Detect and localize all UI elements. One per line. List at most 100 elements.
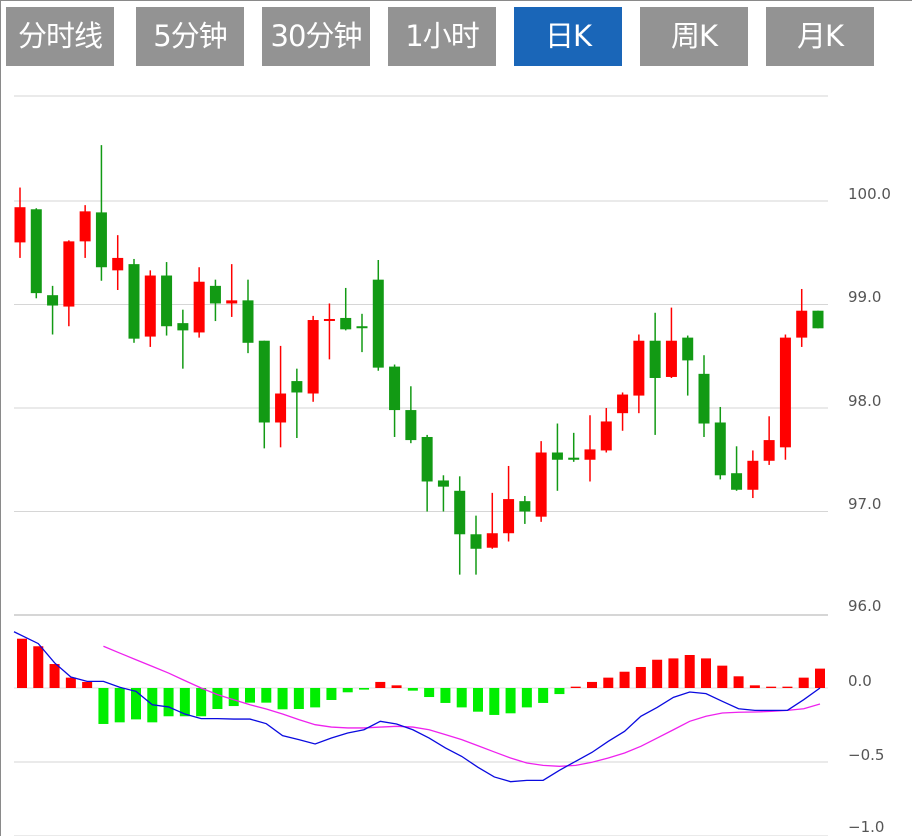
- candle-body: [307, 320, 319, 394]
- macd-bar: [733, 676, 744, 688]
- macd-bar: [701, 658, 711, 688]
- candle: [421, 434, 433, 512]
- candle-body: [796, 310, 808, 338]
- price-tick-label: 100.0: [848, 185, 891, 203]
- macd-bar: [766, 686, 777, 688]
- candle-body: [79, 211, 91, 242]
- tab-30min[interactable]: 30分钟: [262, 7, 370, 66]
- macd-bar: [619, 671, 630, 688]
- macd-bar: [212, 688, 223, 710]
- candle-body: [193, 281, 205, 333]
- candle-body: [161, 275, 173, 327]
- candle-body: [356, 326, 368, 329]
- macd-bar: [196, 688, 207, 717]
- candle-body: [714, 422, 726, 476]
- macd-bar: [391, 685, 402, 688]
- candle-body: [437, 480, 449, 487]
- tab-monthly-k[interactable]: 月K: [766, 7, 874, 66]
- candle: [275, 345, 287, 448]
- candle: [763, 416, 775, 465]
- macd-bar: [554, 688, 565, 695]
- macd-bar: [326, 688, 337, 700]
- candle: [144, 270, 156, 347]
- macd-bar: [489, 688, 500, 715]
- candle: [551, 423, 563, 491]
- candle: [340, 287, 352, 331]
- macd-bar: [521, 688, 532, 708]
- macd-bar: [798, 677, 809, 688]
- candle: [812, 310, 824, 329]
- candle-body: [617, 394, 629, 414]
- macd-bar: [570, 686, 581, 688]
- candle: [714, 406, 726, 480]
- tab-intraday[interactable]: 分时线: [6, 7, 114, 66]
- candle: [258, 340, 270, 449]
- candle-body: [665, 340, 677, 377]
- price-tick-label: 97.0: [848, 495, 881, 513]
- macd-bar: [456, 688, 467, 708]
- candle: [633, 334, 645, 414]
- candle: [535, 441, 547, 522]
- candle-body: [682, 337, 694, 361]
- macd-bar: [782, 686, 793, 688]
- candle: [389, 364, 401, 437]
- candle-body: [372, 279, 384, 368]
- candle: [519, 495, 531, 524]
- candle-body: [112, 257, 124, 271]
- candle: [698, 355, 710, 437]
- y-axis-labels: 100.0 99.0 98.0 97.0 96.0 0.0 −0.5 −1.0: [848, 185, 891, 836]
- macd-bar: [473, 688, 483, 712]
- tab-5min[interactable]: 5分钟: [136, 7, 244, 66]
- candle-body: [519, 501, 531, 512]
- candle-body: [209, 285, 221, 304]
- candle: [665, 307, 677, 378]
- macd-bar: [684, 654, 695, 688]
- candle-body: [568, 457, 580, 460]
- candle-body: [258, 340, 270, 423]
- tab-1hour[interactable]: 1小时: [388, 7, 496, 66]
- macd-bar: [82, 681, 93, 688]
- candle: [356, 313, 368, 353]
- candle: [112, 235, 124, 291]
- macd-bar: [17, 638, 27, 688]
- macd-bar: [652, 659, 663, 688]
- macd-bar: [749, 685, 760, 688]
- tab-daily-k[interactable]: 日K: [514, 7, 622, 66]
- candle-body: [812, 310, 824, 329]
- candle-body: [405, 410, 417, 441]
- candle: [437, 475, 449, 512]
- macd-bar: [114, 688, 125, 723]
- grid: [14, 95, 828, 836]
- candle: [779, 334, 791, 460]
- macd-bar: [342, 688, 353, 693]
- macd-bar: [424, 688, 435, 698]
- candle-body: [291, 381, 303, 393]
- macd-bar: [228, 688, 239, 707]
- candle-body: [177, 323, 189, 331]
- candle-body: [421, 436, 433, 482]
- macd-bar: [668, 658, 679, 688]
- dea-line: [103, 645, 821, 767]
- macd-panel: [13, 631, 825, 783]
- candle: [600, 408, 612, 453]
- candle: [454, 476, 466, 575]
- candle-body: [584, 449, 596, 460]
- macd-bar: [261, 688, 272, 703]
- macd-bar: [375, 681, 386, 688]
- candle: [307, 315, 319, 402]
- macd-bar: [407, 688, 418, 691]
- candle-body: [340, 317, 352, 330]
- candle-body: [14, 207, 26, 243]
- tab-weekly-k[interactable]: 周K: [640, 7, 748, 66]
- macd-bar: [65, 677, 76, 688]
- candle-body: [144, 275, 156, 337]
- candle-body: [30, 209, 42, 294]
- macd-bar: [49, 664, 60, 688]
- candle: [242, 279, 254, 354]
- candle: [14, 187, 26, 258]
- candle: [128, 258, 140, 343]
- macd-bar: [505, 688, 516, 714]
- candle-body: [763, 440, 775, 461]
